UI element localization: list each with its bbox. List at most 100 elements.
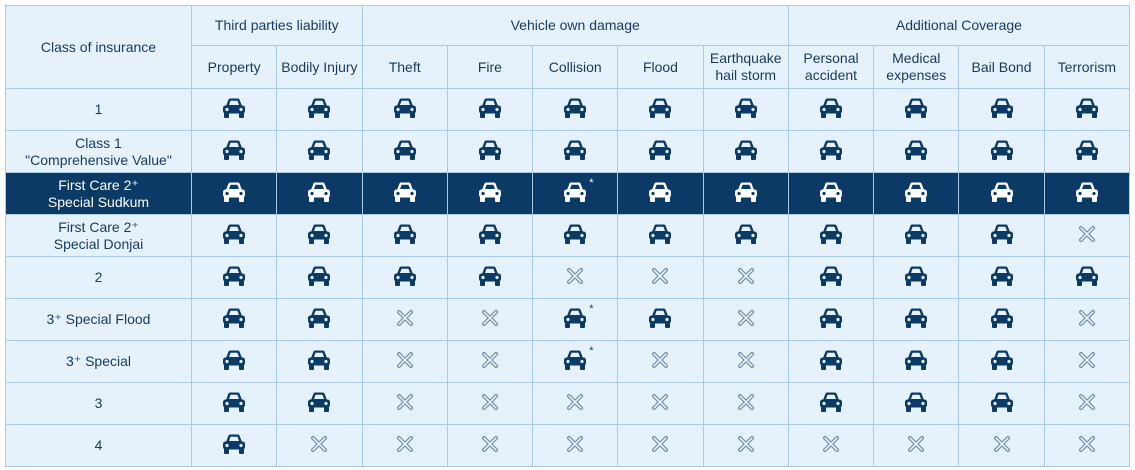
car-icon xyxy=(223,224,246,244)
icon-wrap xyxy=(221,97,247,123)
coverage-cell xyxy=(617,172,704,215)
car-icon xyxy=(308,224,331,244)
row-label-line: 4 xyxy=(94,437,103,453)
cross-icon xyxy=(822,435,839,452)
car-icon xyxy=(564,350,587,370)
car-icon xyxy=(564,308,587,328)
car-icon xyxy=(905,308,928,328)
coverage-cell xyxy=(787,172,875,215)
row-label-line: Special Donjai xyxy=(53,235,144,252)
group-header: Third parties liability xyxy=(191,5,363,46)
table-row: First Care 2⁺ Special Donjai * xyxy=(5,214,1131,257)
car-icon xyxy=(308,350,331,370)
column-header: Property xyxy=(190,45,278,89)
car-icon xyxy=(308,308,331,328)
coverage-cell xyxy=(958,214,1045,257)
coverage-cell xyxy=(787,298,875,341)
car-icon xyxy=(734,182,757,202)
coverage-cell xyxy=(1043,382,1131,425)
icon-wrap xyxy=(392,223,418,249)
icon-wrap xyxy=(221,265,247,291)
coverage-cell xyxy=(276,256,363,299)
icon-wrap xyxy=(818,181,844,207)
icon-wrap xyxy=(221,139,247,165)
car-icon xyxy=(990,98,1013,118)
icon-wrap xyxy=(989,181,1015,207)
column-header: Theft xyxy=(361,45,448,89)
car-icon xyxy=(393,224,416,244)
icon-wrap xyxy=(477,181,503,207)
icon-wrap: * xyxy=(562,177,593,207)
row-label: 1 xyxy=(5,88,192,131)
icon-wrap xyxy=(396,309,414,331)
coverage-cell xyxy=(276,298,363,341)
car-icon xyxy=(649,224,672,244)
column-header: Medical expenses xyxy=(873,45,960,89)
cross-icon xyxy=(1078,435,1095,452)
group-header: Vehicle own damage xyxy=(361,5,789,46)
coverage-cell xyxy=(1043,214,1131,257)
icon-wrap xyxy=(396,435,414,457)
coverage-cell xyxy=(873,424,960,467)
coverage-cell xyxy=(702,298,789,341)
coverage-cell xyxy=(190,256,278,299)
icon-wrap xyxy=(306,223,332,249)
icon-wrap xyxy=(392,97,418,123)
table-row: 3 xyxy=(5,382,1131,425)
icon-wrap xyxy=(306,97,332,123)
coverage-cell xyxy=(958,130,1045,173)
column-header: Personal accident xyxy=(787,45,875,89)
note: * xyxy=(589,176,594,189)
coverage-cell xyxy=(617,340,704,383)
coverage-cell xyxy=(446,298,534,341)
cross-icon xyxy=(481,309,498,326)
coverage-cell xyxy=(361,172,448,215)
car-icon xyxy=(649,140,672,160)
car-icon xyxy=(990,224,1013,244)
coverage-cell: * xyxy=(532,214,619,257)
car-icon xyxy=(478,140,501,160)
car-icon xyxy=(308,392,331,412)
icon-wrap xyxy=(993,435,1011,457)
coverage-cell xyxy=(787,256,875,299)
coverage-cell xyxy=(958,424,1045,467)
icon-wrap xyxy=(221,391,247,417)
car-icon xyxy=(308,140,331,160)
icon-wrap xyxy=(566,393,584,415)
icon-wrap xyxy=(1078,225,1096,247)
icon-wrap xyxy=(818,307,844,333)
coverage-cell xyxy=(446,424,534,467)
icon-wrap xyxy=(651,435,669,457)
icon-wrap xyxy=(903,349,929,375)
row-label-line: 3 xyxy=(94,395,103,411)
icon-wrap xyxy=(651,351,669,373)
coverage-cell xyxy=(276,88,363,131)
icon-wrap xyxy=(989,223,1015,249)
icon-wrap xyxy=(903,307,929,333)
coverage-cell xyxy=(190,130,278,173)
car-icon xyxy=(819,98,842,118)
car-icon xyxy=(734,140,757,160)
coverage-cell xyxy=(361,382,448,425)
icon-wrap xyxy=(310,435,328,457)
icon-wrap xyxy=(733,139,759,165)
coverage-cell xyxy=(702,88,789,131)
coverage-cell xyxy=(532,424,619,467)
car-icon xyxy=(990,266,1013,286)
icon-wrap xyxy=(989,307,1015,333)
table-row: Class 1 "Comprehensive Value" xyxy=(5,130,1131,173)
coverage-cell xyxy=(276,130,363,173)
icon-wrap xyxy=(989,265,1015,291)
column-header: Collision xyxy=(532,45,619,89)
coverage-cell xyxy=(532,130,619,173)
cross-icon xyxy=(1078,393,1095,410)
car-icon xyxy=(308,266,331,286)
car-icon xyxy=(393,182,416,202)
icon-wrap xyxy=(818,97,844,123)
row-label-line: Special Sudkum xyxy=(47,193,150,210)
note: * xyxy=(589,344,594,357)
coverage-cell xyxy=(873,298,960,341)
header-row: Class of insurance Third parties liabilit… xyxy=(5,5,1131,89)
coverage-cell xyxy=(276,382,363,425)
icon-wrap xyxy=(989,349,1015,375)
